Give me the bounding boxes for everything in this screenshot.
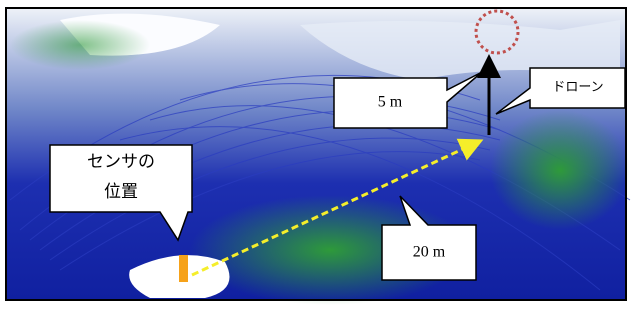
callout-text: 5 m (378, 94, 403, 111)
callout-text: 20 m (413, 244, 446, 261)
scene: センサの 位置 5 m ドローン 20 m (0, 0, 632, 325)
callout-text: ドローン (552, 79, 603, 94)
vegetation (10, 20, 150, 70)
vegetation (490, 110, 630, 230)
page: センサの 位置 5 m ドローン 20 m (() => { const dat… (0, 0, 632, 325)
sensor-marker (179, 255, 188, 282)
callout-text: 位置 (104, 182, 138, 201)
callout-text: センサの (87, 152, 155, 171)
